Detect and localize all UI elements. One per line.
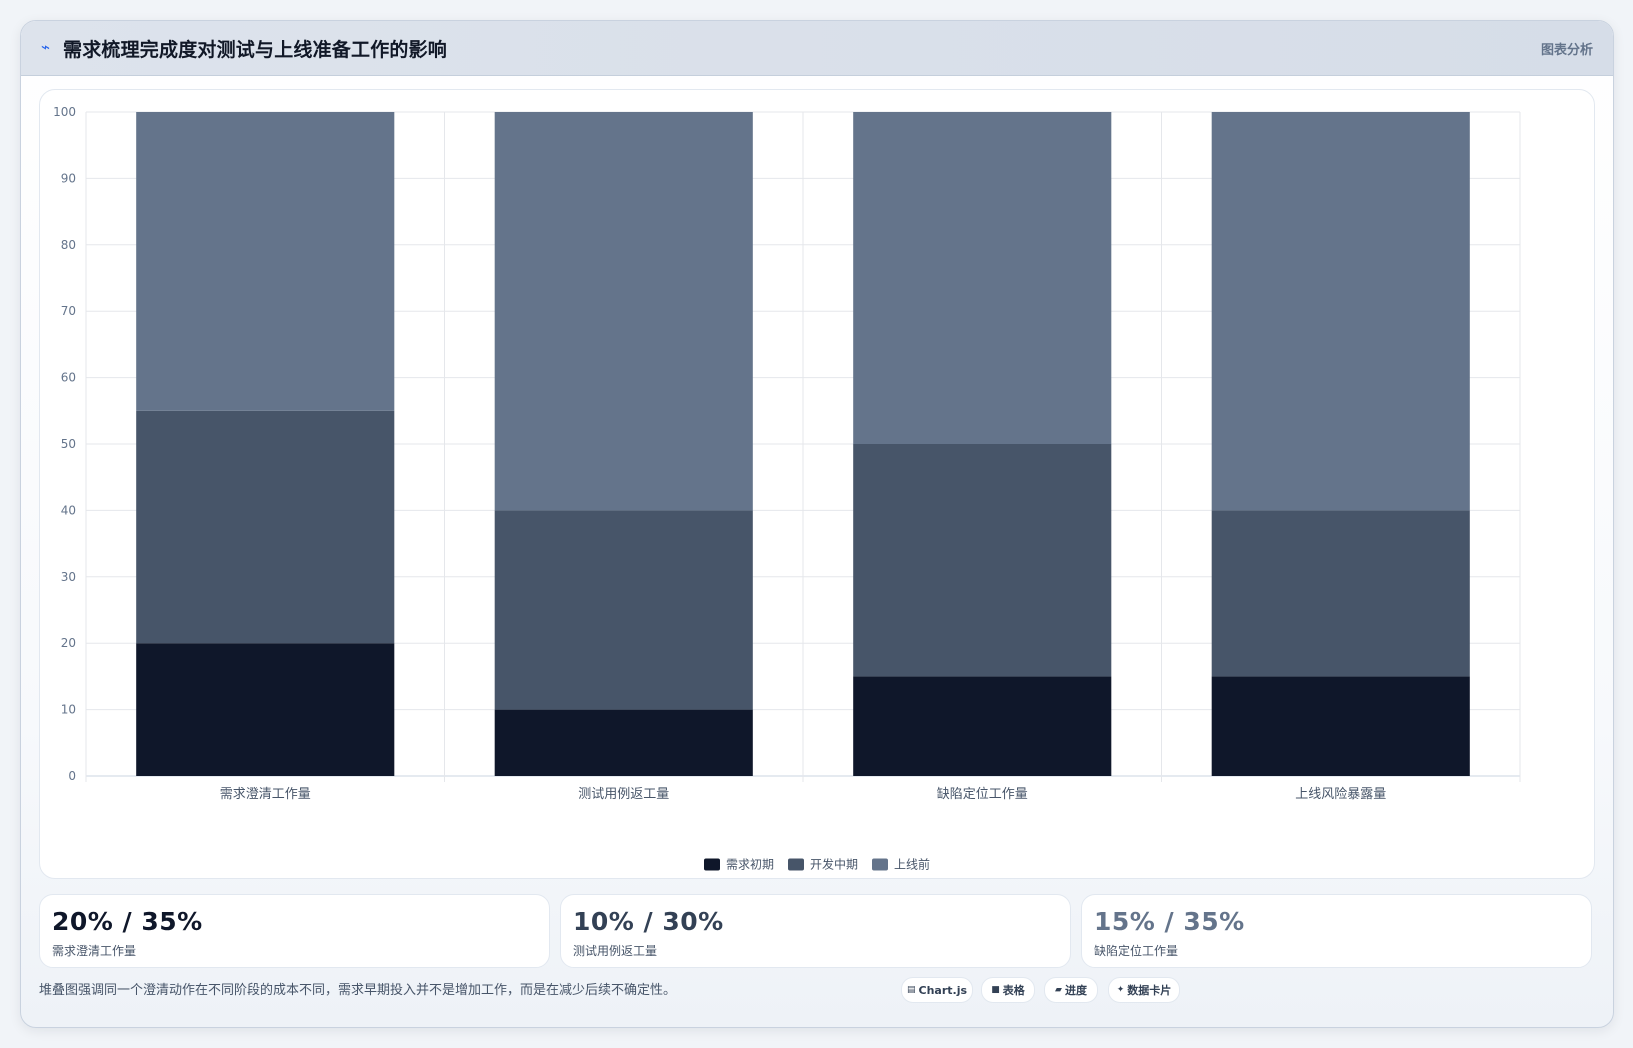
tool-chip-data-card[interactable]: ✦ 数据卡片 [1108,977,1180,1003]
y-tick-label: 40 [61,503,76,517]
bar-segment [1211,112,1470,511]
y-tick-label: 70 [61,304,76,318]
chart-card: ⌁ 需求梳理完成度对测试与上线准备工作的影响 图表分析 0 10 20 30 40 50 6… [20,20,1614,1028]
tool-chip-label: 进度 [1064,984,1087,997]
bar-segment [136,410,395,644]
bar-segment [853,444,1112,677]
legend-label-2: 上线前 [894,857,931,872]
stacked-bar-chart: 0 10 20 30 40 50 60 70 80 90 100 需求澄清工作量 测试用例返工量 缺陷定位… [53,105,1521,802]
y-tick-label: 50 [61,437,76,451]
legend-label-0: 需求初期 [725,857,774,872]
trend-icon: ⌁ [41,38,51,56]
tool-chip-progress[interactable]: ▰ 进度 [1044,977,1098,1003]
legend-item-series-2[interactable]: 上线前 [872,856,930,873]
stat-card-rework: 10% / 30% 测试用例返工量 [560,894,1071,968]
footer-note: 堆叠图强调同一个澄清动作在不同阶段的成本不同，需求早期投入并不是增加工作，而是在… [39,983,677,998]
y-tick-label: 100 [53,105,76,119]
tool-chip-table[interactable]: ■ 表格 [981,977,1035,1003]
stat-label-clarification: 需求澄清工作量 [52,944,137,958]
chart-icon: ▤ [906,985,916,995]
tool-chip-label: Chart.js [918,983,968,997]
table-icon: ■ [991,985,1000,995]
stat-value-rework: 10% / 30% [573,907,724,936]
card-header: ⌁ 需求梳理完成度对测试与上线准备工作的影响 图表分析 [21,21,1613,76]
bar-segment [136,643,395,776]
y-tick-label: 0 [68,769,76,783]
bar-segment [1211,676,1470,776]
legend-swatch-2 [872,858,888,870]
tool-chip-label: 表格 [1002,984,1025,997]
page-title: 需求梳理完成度对测试与上线准备工作的影响 [63,39,448,61]
bar-segment [494,709,753,776]
bar-segment [494,112,753,511]
stat-label-rework: 测试用例返工量 [573,944,658,958]
bar-segment [853,676,1112,776]
y-tick-label: 80 [61,238,76,252]
bar-segment [494,510,753,710]
y-tick-label: 10 [61,703,76,717]
legend-item-series-0[interactable]: 需求初期 [703,856,774,873]
sparkle-icon: ✦ [1116,985,1125,995]
x-tick-label: 需求澄清工作量 [220,787,311,802]
stat-value-clarification: 20% / 35% [52,907,203,936]
tool-chip-chartjs[interactable]: ▤ Chart.js [901,977,973,1003]
progress-icon: ▰ [1055,985,1062,995]
bar-segment [853,112,1112,444]
legend-label-1: 开发中期 [809,857,858,872]
x-tick-label: 上线风险暴露量 [1295,787,1386,802]
legend-swatch-0 [703,858,720,870]
bar-segment [136,112,395,411]
y-tick-label: 30 [61,570,76,584]
chart-legend: 需求初期 开发中期 上线前 [40,856,1594,873]
tool-chip-label: 数据卡片 [1127,984,1172,997]
chart-panel: 0 10 20 30 40 50 60 70 80 90 100 需求澄清工作量 测试用例返工量 缺陷定位… [39,89,1595,879]
stat-card-defect: 15% / 35% 缺陷定位工作量 [1081,894,1592,968]
y-tick-label: 60 [61,371,76,385]
x-tick-label: 缺陷定位工作量 [937,787,1028,802]
legend-item-series-1[interactable]: 开发中期 [787,856,858,873]
y-tick-label: 20 [61,636,76,650]
stat-card-clarification: 20% / 35% 需求澄清工作量 [39,894,550,968]
stat-label-defect: 缺陷定位工作量 [1094,944,1179,958]
legend-swatch-1 [787,858,804,870]
header-tag: 图表分析 [1540,43,1593,58]
y-tick-label: 90 [61,171,76,185]
stat-value-defect: 15% / 35% [1094,907,1245,936]
bar-segment [1211,510,1470,677]
x-tick-label: 测试用例返工量 [578,787,669,802]
